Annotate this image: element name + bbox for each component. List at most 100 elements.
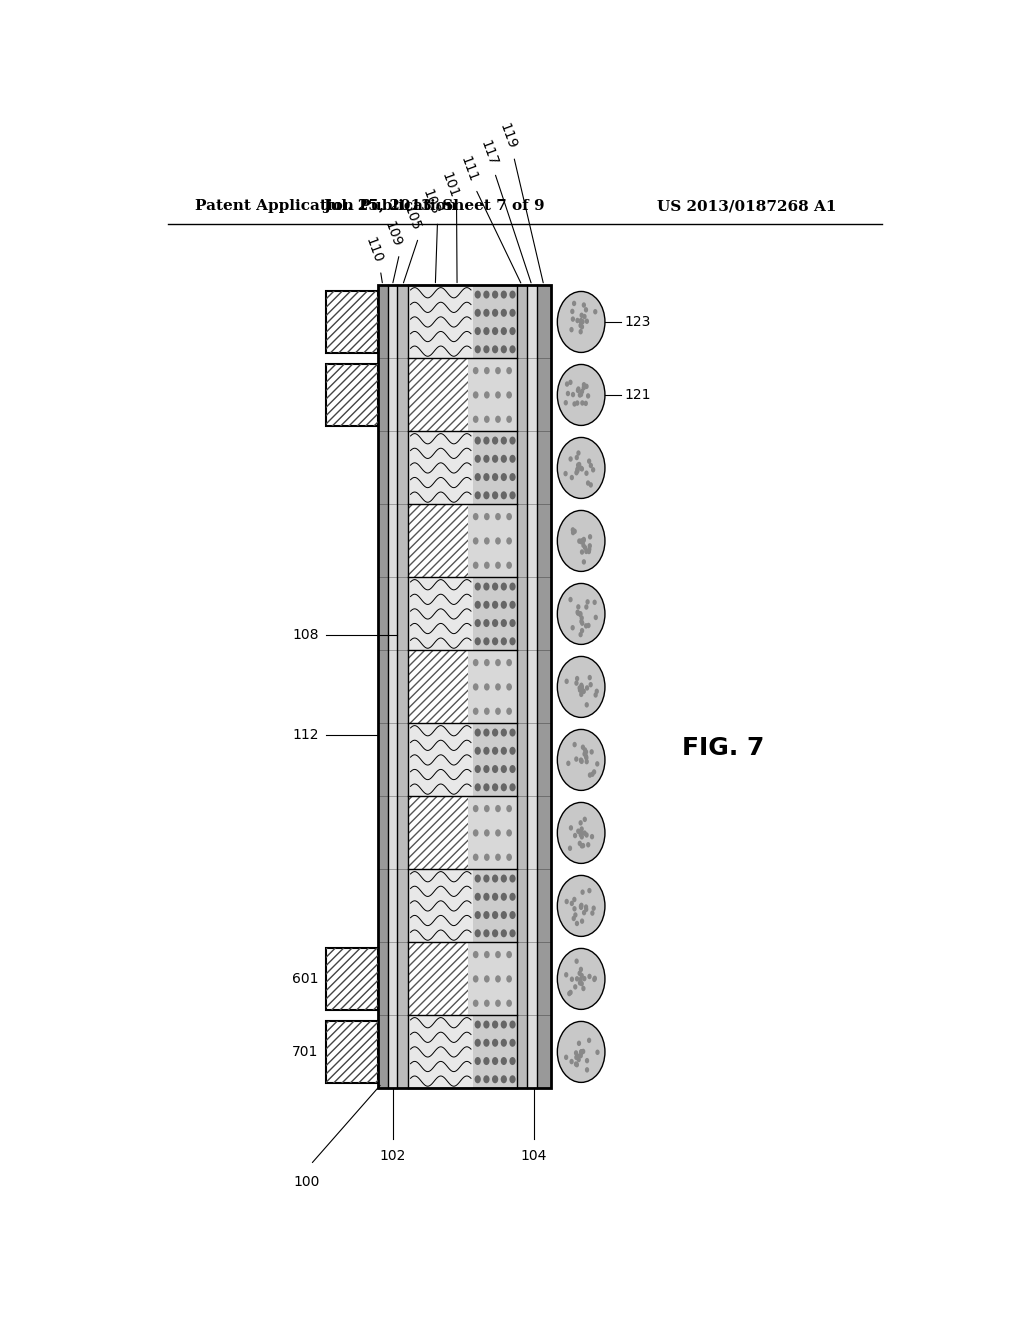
Circle shape bbox=[578, 539, 582, 544]
Circle shape bbox=[579, 820, 583, 825]
Circle shape bbox=[557, 803, 605, 863]
Circle shape bbox=[492, 346, 499, 354]
Bar bbox=[473, 577, 517, 651]
Circle shape bbox=[473, 367, 478, 375]
Circle shape bbox=[501, 1057, 507, 1065]
Bar bbox=[409, 870, 517, 942]
Circle shape bbox=[484, 708, 489, 715]
Circle shape bbox=[572, 301, 577, 306]
Circle shape bbox=[509, 638, 516, 645]
Circle shape bbox=[474, 290, 481, 298]
Circle shape bbox=[484, 513, 489, 520]
Circle shape bbox=[474, 1020, 481, 1028]
Circle shape bbox=[584, 308, 588, 313]
Circle shape bbox=[594, 615, 598, 620]
Circle shape bbox=[474, 783, 481, 791]
Circle shape bbox=[501, 1039, 507, 1047]
Circle shape bbox=[580, 759, 584, 764]
Circle shape bbox=[583, 314, 587, 319]
Circle shape bbox=[506, 805, 512, 812]
Circle shape bbox=[473, 950, 478, 958]
Circle shape bbox=[484, 561, 489, 569]
Circle shape bbox=[582, 560, 586, 565]
Bar bbox=[527, 285, 537, 1089]
Circle shape bbox=[496, 999, 501, 1007]
Circle shape bbox=[492, 455, 499, 463]
Circle shape bbox=[509, 911, 516, 919]
Circle shape bbox=[588, 535, 592, 540]
Circle shape bbox=[483, 601, 489, 609]
Circle shape bbox=[483, 875, 489, 883]
Circle shape bbox=[492, 491, 499, 499]
Circle shape bbox=[577, 1053, 581, 1059]
Circle shape bbox=[573, 1061, 579, 1067]
Circle shape bbox=[509, 327, 516, 335]
Circle shape bbox=[568, 990, 572, 995]
Bar bbox=[409, 723, 517, 796]
Circle shape bbox=[568, 825, 573, 830]
Circle shape bbox=[506, 561, 512, 569]
Circle shape bbox=[484, 975, 489, 982]
Text: FIG. 7: FIG. 7 bbox=[682, 737, 764, 760]
Text: 111: 111 bbox=[458, 154, 480, 183]
Circle shape bbox=[483, 491, 489, 499]
Circle shape bbox=[588, 974, 592, 979]
Circle shape bbox=[588, 772, 592, 777]
Circle shape bbox=[501, 1076, 507, 1084]
Circle shape bbox=[492, 638, 499, 645]
Circle shape bbox=[509, 346, 516, 354]
Circle shape bbox=[578, 841, 582, 846]
Bar bbox=[409, 504, 517, 577]
Text: 117: 117 bbox=[477, 137, 500, 168]
Circle shape bbox=[569, 1059, 573, 1064]
Circle shape bbox=[589, 482, 593, 487]
Circle shape bbox=[496, 391, 501, 399]
Circle shape bbox=[580, 615, 584, 620]
Circle shape bbox=[496, 561, 501, 569]
Circle shape bbox=[492, 1076, 499, 1084]
Circle shape bbox=[509, 929, 516, 937]
Circle shape bbox=[577, 387, 581, 392]
Circle shape bbox=[574, 455, 579, 461]
Circle shape bbox=[474, 911, 481, 919]
Circle shape bbox=[509, 729, 516, 737]
Circle shape bbox=[509, 455, 516, 463]
Circle shape bbox=[570, 392, 575, 397]
Circle shape bbox=[574, 975, 580, 982]
Circle shape bbox=[492, 783, 499, 791]
Circle shape bbox=[474, 747, 481, 755]
Circle shape bbox=[483, 309, 489, 317]
Circle shape bbox=[501, 491, 507, 499]
Circle shape bbox=[580, 682, 584, 688]
Circle shape bbox=[509, 582, 516, 590]
Circle shape bbox=[492, 729, 499, 737]
Circle shape bbox=[582, 986, 586, 991]
Circle shape bbox=[586, 480, 590, 486]
Circle shape bbox=[496, 975, 501, 982]
Circle shape bbox=[483, 929, 489, 937]
Circle shape bbox=[581, 537, 585, 544]
Circle shape bbox=[584, 907, 589, 912]
Circle shape bbox=[575, 610, 580, 615]
Circle shape bbox=[506, 999, 512, 1007]
Circle shape bbox=[483, 638, 489, 645]
Bar bbox=[409, 942, 517, 1015]
Text: 104: 104 bbox=[521, 1150, 547, 1163]
Text: Patent Application Publication: Patent Application Publication bbox=[196, 199, 458, 213]
Bar bbox=[387, 285, 397, 1089]
Circle shape bbox=[509, 1039, 516, 1047]
Circle shape bbox=[483, 437, 489, 445]
Circle shape bbox=[569, 977, 574, 982]
Circle shape bbox=[492, 929, 499, 937]
Bar bbox=[409, 359, 468, 432]
Circle shape bbox=[474, 638, 481, 645]
Circle shape bbox=[492, 290, 499, 298]
Circle shape bbox=[578, 462, 582, 467]
Circle shape bbox=[557, 292, 605, 352]
Circle shape bbox=[501, 582, 507, 590]
Circle shape bbox=[578, 970, 582, 975]
Circle shape bbox=[582, 909, 586, 915]
Circle shape bbox=[484, 367, 489, 375]
Circle shape bbox=[506, 854, 512, 861]
Circle shape bbox=[496, 854, 501, 861]
